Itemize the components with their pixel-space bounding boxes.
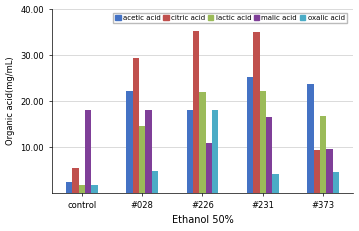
Bar [307,84,314,193]
Bar [151,171,158,193]
Bar [206,143,212,193]
Y-axis label: Organic acid(mg/mL): Organic acid(mg/mL) [5,57,15,146]
Bar [333,172,339,193]
Bar [91,185,98,193]
Bar [72,168,79,193]
Bar [212,110,218,193]
Bar [193,31,199,193]
Bar [320,116,326,193]
Bar [66,182,72,193]
Bar [139,126,145,193]
Bar [85,110,91,193]
Bar [260,91,266,193]
Bar [126,91,132,193]
X-axis label: Ethanol 50%: Ethanol 50% [172,216,233,225]
Bar [247,77,253,193]
Bar [266,117,272,193]
Bar [272,174,279,193]
Bar [199,92,206,193]
Bar [187,110,193,193]
Bar [314,149,320,193]
Bar [326,149,333,193]
Legend: acetic acid, citric acid, lactic acid, malic acid, oxalic acid: acetic acid, citric acid, lactic acid, m… [113,12,347,23]
Bar [145,110,151,193]
Bar [253,32,260,193]
Bar [132,58,139,193]
Bar [79,185,85,193]
